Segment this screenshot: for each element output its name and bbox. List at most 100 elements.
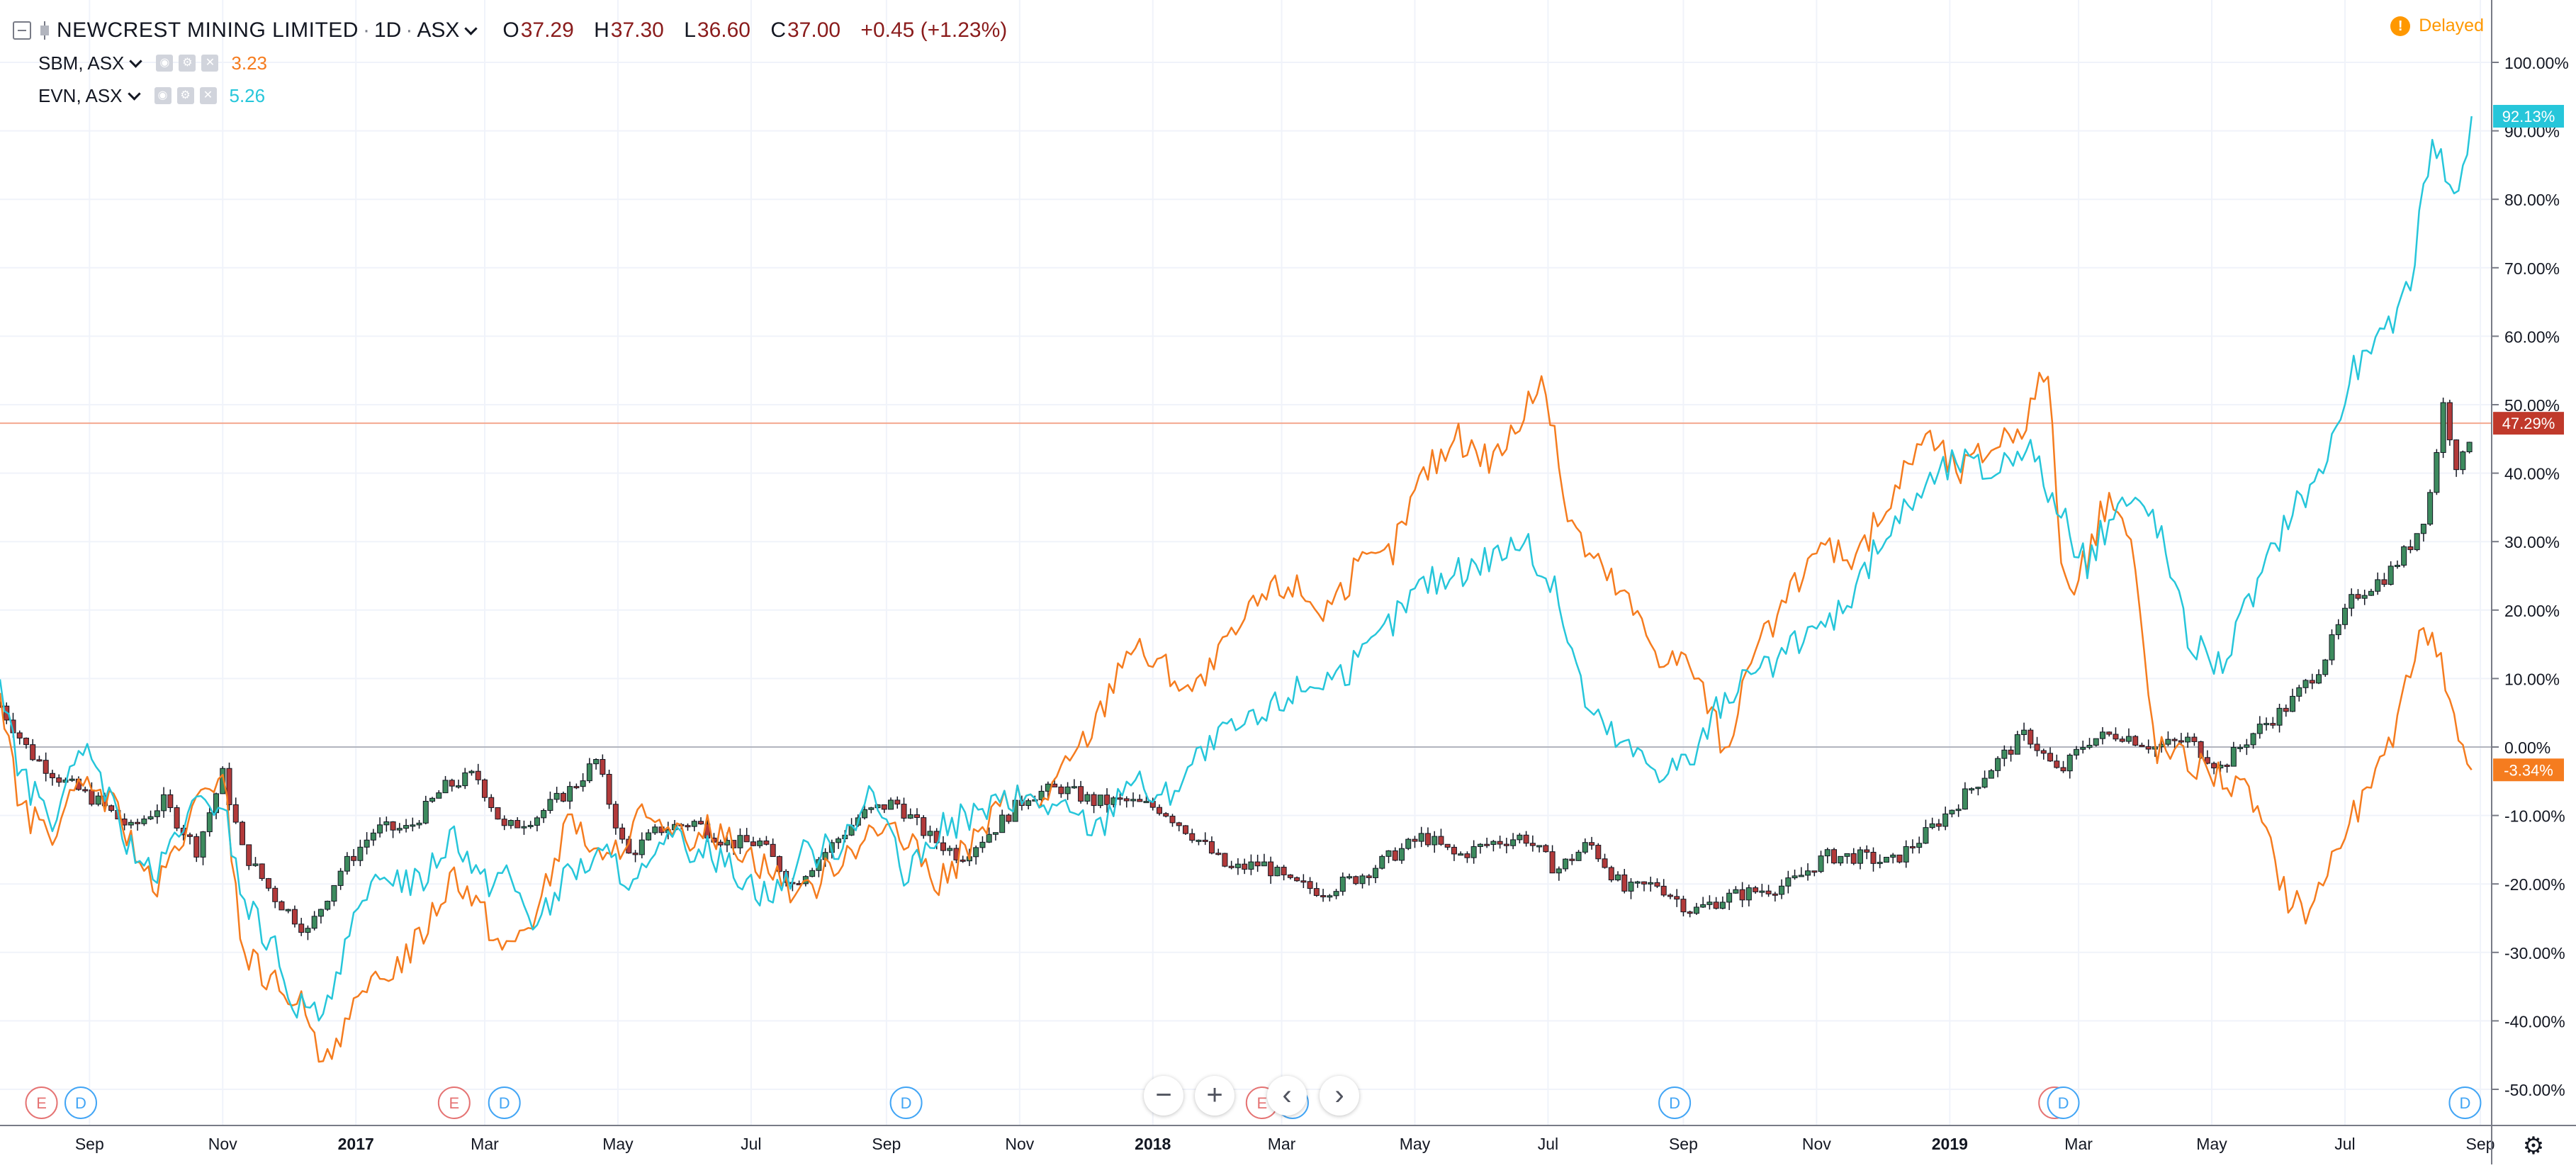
candle-body: [1353, 876, 1359, 885]
gear-icon[interactable]: ⚙: [176, 87, 194, 104]
candle-body: [534, 817, 540, 826]
candle-body: [1634, 881, 1641, 884]
candle-body: [1071, 786, 1077, 789]
candle-body: [1490, 841, 1497, 846]
y-tick-label: 50.00%: [2504, 396, 2560, 415]
candle-body: [2414, 533, 2420, 551]
chevron-down-icon[interactable]: [464, 21, 478, 35]
candle-body: [685, 825, 691, 828]
compare-symbol-name[interactable]: SBM, ASX: [38, 52, 125, 74]
candle-body: [1772, 893, 1778, 896]
y-tick-label: 10.00%: [2504, 670, 2560, 688]
candle-body: [390, 821, 396, 831]
candle-body: [541, 810, 547, 819]
candle-body: [1333, 891, 1339, 897]
scroll-left-button[interactable]: ‹: [1267, 1076, 1307, 1116]
zoom-in-button[interactable]: +: [1195, 1076, 1234, 1116]
compare-value: 3.23: [231, 52, 267, 74]
candle-body: [1739, 889, 1745, 901]
gear-icon[interactable]: ⚙: [179, 55, 196, 72]
candle-body: [553, 792, 560, 800]
compare-symbol-name[interactable]: EVN, ASX: [38, 84, 123, 106]
candle-body: [403, 825, 410, 829]
candle-body: [1713, 902, 1719, 909]
grid: [0, 0, 2492, 1125]
symbol-title[interactable]: NEWCREST MINING LIMITED: [57, 18, 359, 42]
zoom-out-button[interactable]: −: [1144, 1076, 1183, 1116]
eye-icon[interactable]: ◉: [156, 55, 174, 72]
candle-body: [89, 790, 95, 805]
candles-icon: [38, 21, 51, 40]
candle-body: [305, 928, 311, 933]
candle-body: [475, 770, 481, 780]
candle-body: [776, 856, 782, 872]
candle-body: [1988, 770, 1994, 779]
candle-body: [488, 797, 495, 809]
x-tick-label: Mar: [1268, 1135, 1296, 1153]
eye-icon[interactable]: ◉: [154, 87, 171, 104]
candle-body: [1896, 854, 1903, 863]
delayed-badge[interactable]: ! Delayed: [2390, 16, 2484, 36]
collapse-legend-icon[interactable]: [13, 21, 31, 40]
close-icon[interactable]: ✕: [201, 55, 219, 72]
candle-body: [311, 916, 317, 929]
candle-body: [888, 799, 894, 810]
candle-body: [1857, 849, 1863, 864]
last-value-badge: [2493, 105, 2564, 128]
candle-body: [2341, 607, 2348, 625]
candle-body: [1405, 838, 1412, 849]
candle-body: [1890, 854, 1896, 858]
x-tick-label: Nov: [1005, 1135, 1034, 1153]
candle-body: [1903, 846, 1909, 863]
event-markers[interactable]: EDEDDEDDEDD: [25, 1086, 2482, 1119]
candle-body: [1097, 794, 1103, 807]
compare-row-sbm: SBM, ASX ◉ ⚙ ✕ 3.23: [13, 47, 1007, 79]
candle-body: [1602, 858, 1608, 868]
candle-body: [567, 786, 573, 802]
candle-body: [1130, 799, 1137, 802]
candle-body: [1811, 870, 1818, 873]
candle-body: [2086, 744, 2093, 748]
candle-body: [1864, 849, 1870, 853]
candle-body: [2335, 624, 2341, 636]
interval-label[interactable]: 1D: [373, 18, 402, 42]
event-marker: [64, 1086, 97, 1119]
candle-body: [364, 839, 370, 848]
main-series-candles: [0, 398, 2473, 940]
candle-body: [1674, 896, 1680, 900]
candle-body: [1424, 833, 1431, 846]
candle-body: [1759, 890, 1765, 893]
scroll-right-button[interactable]: ›: [1320, 1076, 1359, 1116]
candle-body: [1104, 794, 1110, 805]
candle-body: [2040, 750, 2047, 754]
candle-body: [1307, 881, 1313, 889]
candle-body: [947, 848, 953, 851]
candle-body: [2224, 765, 2230, 768]
candle-body: [1923, 827, 1929, 844]
event-marker-label: D: [2459, 1094, 2470, 1112]
chevron-down-icon[interactable]: [127, 86, 141, 101]
candle-body: [495, 807, 501, 820]
candle-body: [1346, 876, 1353, 879]
candle-body: [1549, 851, 1556, 874]
close-icon[interactable]: ✕: [199, 87, 217, 104]
candle-body: [2349, 594, 2355, 609]
candle-body: [370, 832, 376, 841]
candle-body: [1196, 839, 1202, 842]
candle-body: [226, 768, 232, 805]
candle-body: [639, 839, 645, 855]
separator-dot-icon: ·: [405, 18, 413, 42]
candle-body: [1687, 911, 1693, 914]
candle-body: [1038, 790, 1045, 800]
exchange-label[interactable]: ASX: [417, 18, 460, 42]
candle-body: [2401, 546, 2407, 566]
candle-body: [1064, 786, 1071, 794]
candle-body: [1615, 874, 1621, 881]
candle-body: [1942, 813, 1949, 827]
candle-body: [2211, 763, 2217, 769]
chevron-down-icon[interactable]: [129, 54, 143, 68]
event-marker: [2047, 1086, 2080, 1119]
candle-body: [1641, 881, 1647, 885]
